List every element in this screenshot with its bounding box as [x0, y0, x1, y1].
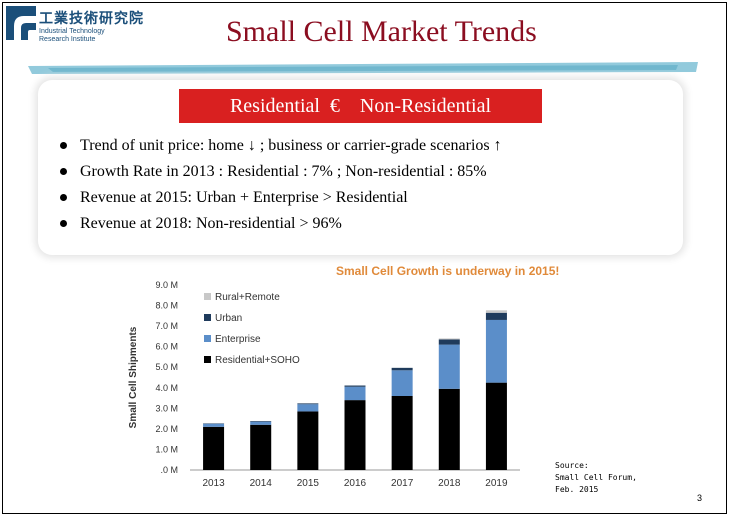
legend-swatch — [204, 314, 211, 321]
y-tick-label: .0 M — [160, 465, 178, 475]
y-tick-label: 3.0 M — [155, 403, 178, 413]
bar-segment — [485, 382, 507, 470]
bar-segment — [438, 338, 460, 340]
bar-segment — [344, 400, 366, 470]
bullet-item: Revenue at 2015: Urban + Enterprise > Re… — [58, 185, 502, 211]
bar-segment — [250, 424, 272, 470]
x-tick-label: 2018 — [438, 478, 461, 489]
y-tick-label: 5.0 M — [155, 362, 178, 372]
source-line: Small Cell Forum, — [555, 473, 637, 482]
logo-english-line1: Industrial Technology — [39, 28, 105, 35]
bar-segment — [297, 411, 319, 470]
x-tick-label: 2013 — [202, 478, 225, 489]
residential-banner: Residential € Non-Residential — [179, 89, 542, 123]
bar-segment — [391, 367, 413, 371]
brush-stripe — [28, 62, 698, 74]
bar-segment — [203, 426, 225, 470]
x-tick-label: 2017 — [391, 478, 414, 489]
bar-segment — [485, 319, 507, 383]
y-axis-label: Small Cell Shipments — [128, 326, 139, 428]
legend-label: Residential+SOHO — [215, 355, 300, 366]
y-tick-label: 1.0 M — [155, 444, 178, 454]
legend-label: Urban — [215, 313, 242, 324]
legend-label: Rural+Remote — [215, 292, 280, 303]
slide-title: Small Cell Market Trends — [226, 15, 537, 48]
legend-swatch — [204, 293, 211, 300]
bullet-item: Revenue at 2018: Non-residential > 96% — [58, 211, 502, 237]
y-tick-label: 7.0 M — [155, 321, 178, 331]
bar-segment — [485, 312, 507, 320]
chart-title: Small Cell Growth is underway in 2015! — [336, 264, 560, 278]
itri-logo: 工業技術研究院 Industrial Technology Research I… — [6, 6, 146, 50]
logo-chinese-name: 工業技術研究院 — [39, 11, 144, 27]
source-line: Feb. 2015 — [555, 485, 599, 494]
source-note: Source: Small Cell Forum, Feb. 2015 — [555, 460, 637, 496]
x-tick-label: 2014 — [250, 478, 273, 489]
page-number: 3 — [697, 493, 703, 503]
bar-segment — [203, 423, 225, 427]
x-tick-label: 2015 — [297, 478, 320, 489]
bar-segment — [297, 404, 319, 412]
source-line: Source: — [555, 461, 589, 470]
small-cell-shipments-chart: Small Cell Shipments .0 M 1.0 M 2.0 M 3.0 M 4… — [128, 280, 520, 489]
bullet-item: Growth Rate in 2013 : Residential : 7% ;… — [58, 159, 502, 185]
y-tick-label: 4.0 M — [155, 383, 178, 393]
bar-segment — [438, 344, 460, 389]
bar-segment — [344, 385, 366, 387]
itri-logo-icon — [6, 6, 36, 40]
y-tick-label: 9.0 M — [155, 280, 178, 290]
bar-segment — [250, 421, 272, 425]
legend-label: Enterprise — [215, 334, 261, 345]
x-tick-label: 2019 — [485, 478, 508, 489]
bullet-list: Trend of unit price: home ↓ ; business o… — [58, 133, 502, 237]
bar-segment — [485, 310, 507, 313]
x-tick-label: 2016 — [344, 478, 367, 489]
bar-segment — [250, 421, 272, 422]
bar-segment — [297, 403, 319, 405]
logo-english-line2: Research Institute — [39, 36, 96, 43]
bar-segment — [391, 396, 413, 470]
bar-segment — [438, 388, 460, 470]
y-tick-label: 6.0 M — [155, 342, 178, 352]
bar-segment — [438, 339, 460, 345]
legend-swatch — [204, 356, 211, 363]
bullet-item: Trend of unit price: home ↓ ; business o… — [58, 133, 502, 159]
bar-segment — [391, 370, 413, 396]
legend-swatch — [204, 335, 211, 342]
y-tick-label: 8.0 M — [155, 301, 178, 311]
bar-segment — [344, 386, 366, 401]
y-tick-label: 2.0 M — [155, 424, 178, 434]
